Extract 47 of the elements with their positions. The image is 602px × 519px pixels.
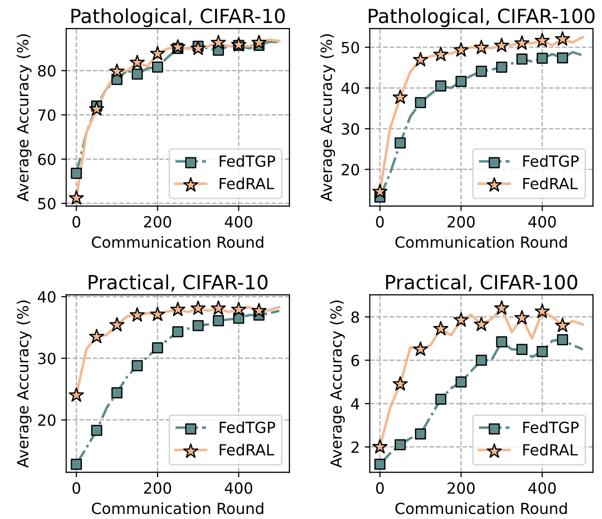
y-tick-label: 70 [38, 109, 56, 121]
chart-title: Pathological, CIFAR-10 [71, 8, 285, 28]
x-tick-label: 0 [72, 216, 80, 228]
x-axis-title: Communication Round [395, 502, 567, 514]
x-tick-label: 0 [376, 482, 384, 494]
x-tick-label: 400 [528, 216, 556, 228]
y-tick-label: 30 [38, 352, 56, 364]
x-axis-title: Communication Round [395, 236, 567, 248]
x-tick-label: 200 [144, 482, 172, 494]
legend-label: FedRAL [523, 444, 578, 456]
legend-label: FedTGP [220, 155, 276, 167]
x-tick-label: 0 [376, 216, 384, 228]
y-tick-label: 6 [351, 354, 360, 366]
x-tick-label: 0 [72, 482, 80, 494]
chart-title: Pathological, CIFAR-100 [368, 8, 595, 28]
y-tick-label: 40 [341, 82, 360, 94]
y-axis-title: Average Accuracy (%) [16, 34, 32, 202]
y-tick-label: 40 [38, 291, 56, 303]
x-tick-label: 400 [528, 482, 556, 494]
x-tick-label: 200 [448, 482, 475, 494]
y-tick-label: 80 [38, 65, 56, 77]
y-axis-title: Average Accuracy (%) [320, 34, 336, 202]
y-tick-label: 50 [38, 198, 56, 210]
x-tick-label: 400 [224, 216, 252, 228]
legend-label: FedRAL [523, 178, 578, 190]
y-tick-label: 8 [351, 311, 360, 323]
y-tick-label: 20 [342, 164, 360, 176]
y-tick-label: 50 [342, 42, 360, 54]
legend-label: FedRAL [220, 178, 274, 190]
x-tick-label: 200 [448, 216, 475, 228]
y-tick-label: 30 [342, 123, 360, 135]
legend-label: FedRAL [220, 444, 274, 456]
x-tick-label: 400 [224, 482, 252, 494]
legend-label: FedTGP [523, 421, 579, 434]
x-axis-title: Communication Round [92, 502, 264, 514]
y-axis-title: Average Accuracy (%) [330, 300, 345, 468]
chart-title: Practical, CIFAR-100 [386, 274, 578, 292]
x-tick-label: 200 [144, 216, 172, 228]
y-tick-label: 4 [351, 398, 360, 410]
y-tick-label: 20 [38, 414, 56, 426]
y-axis-title: Average Accuracy (%) [16, 300, 32, 468]
y-tick-label: 2 [351, 441, 359, 453]
legend-label: FedTGP [523, 155, 579, 167]
legend-label: FedTGP [220, 421, 276, 434]
x-axis-title: Communication Round [92, 236, 264, 248]
chart-title: Practical, CIFAR-10 [88, 274, 268, 292]
y-tick-label: 60 [38, 154, 56, 166]
